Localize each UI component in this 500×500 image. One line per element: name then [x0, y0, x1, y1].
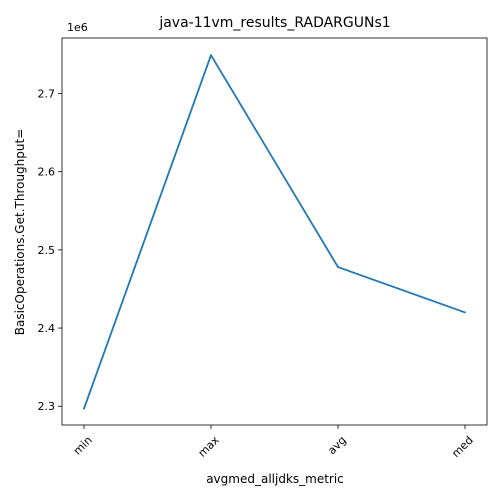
y-tick-label: 2.6	[38, 166, 56, 179]
x-tick-label: med	[449, 434, 475, 460]
plot-frame	[61, 37, 488, 426]
data-point	[83, 407, 85, 410]
x-tick-label: min	[71, 434, 95, 458]
y-tick-label: 2.7	[38, 88, 56, 101]
data-point	[337, 266, 339, 268]
y-axis-offset-label: 1e6	[67, 21, 88, 34]
y-axis-ticks: 2.3 2.4 2.5 2.6 2.7	[38, 88, 62, 413]
y-axis-label: BasicOperations.Get.Throughput=	[13, 129, 27, 336]
x-tick-label: max	[196, 433, 222, 459]
chart-title: java-11vm_results_RADARGUNs1	[158, 15, 390, 31]
y-tick-label: 2.3	[38, 400, 56, 413]
y-tick-label: 2.5	[38, 244, 56, 257]
series-line	[83, 54, 466, 409]
y-tick-label: 2.4	[38, 322, 56, 335]
x-axis-ticks: min max avg med	[71, 425, 476, 460]
x-axis-label: avgmed_alljdks_metric	[206, 472, 344, 486]
x-tick-label: avg	[325, 434, 349, 458]
data-point	[210, 54, 212, 57]
series-layer	[83, 54, 466, 410]
data-point	[464, 311, 466, 314]
